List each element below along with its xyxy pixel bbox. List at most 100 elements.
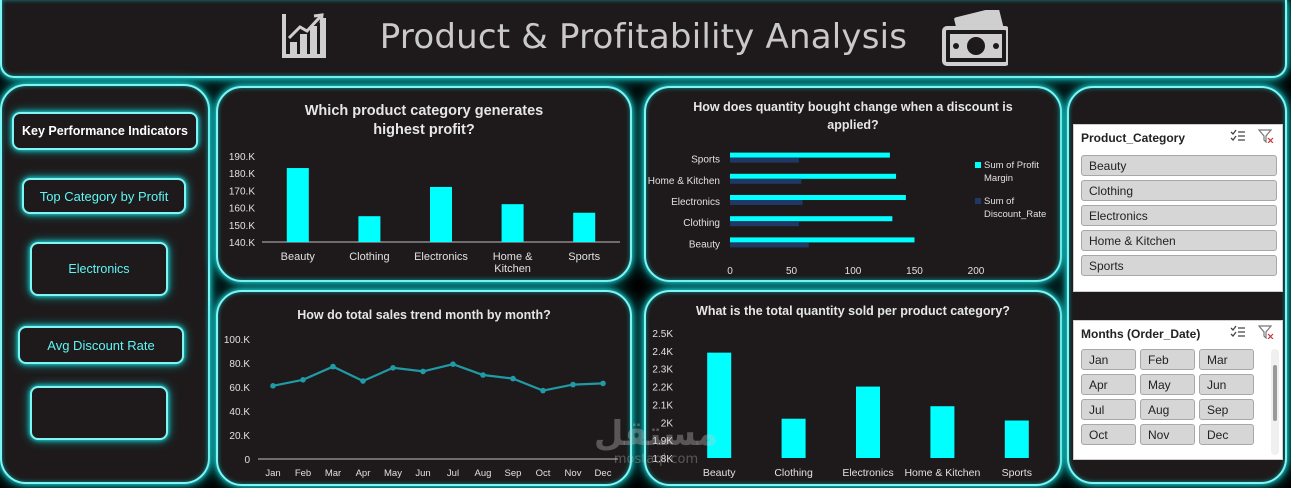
y-tick-label: 180.K xyxy=(229,169,255,180)
x-tick-label: 200 xyxy=(968,266,985,277)
multi-select-icon[interactable] xyxy=(1230,325,1246,344)
bar[interactable] xyxy=(707,352,732,458)
data-point[interactable] xyxy=(420,368,426,375)
y-tick-label: 160.K xyxy=(229,204,255,215)
watermark-text: مستقل xyxy=(593,414,719,454)
slicer-item-feb[interactable]: Feb xyxy=(1140,349,1195,370)
data-point[interactable] xyxy=(450,361,456,367)
slicer-item-oct[interactable]: Oct xyxy=(1081,424,1136,445)
x-tick-label: Electronics xyxy=(842,467,893,479)
slicer-item-aug[interactable]: Aug xyxy=(1140,399,1195,420)
data-point[interactable] xyxy=(330,363,336,370)
bar[interactable] xyxy=(730,178,802,184)
x-tick-label: Mar xyxy=(325,468,341,479)
series-line xyxy=(272,363,604,392)
slicer-item-sep[interactable]: Sep xyxy=(1199,399,1254,420)
y-tick-label: 80.K xyxy=(229,359,250,370)
legend-swatch xyxy=(975,198,981,204)
slicer-item-sports[interactable]: Sports xyxy=(1081,255,1277,276)
x-tick-label: Dec xyxy=(595,468,612,479)
x-tick-label: Beauty xyxy=(281,251,316,263)
bar[interactable] xyxy=(730,237,915,243)
data-point[interactable] xyxy=(270,383,276,389)
y-tick-label: Sports xyxy=(691,155,720,166)
slicer-item-beauty[interactable]: Beauty xyxy=(1081,155,1277,176)
y-tick-label: 170.K xyxy=(229,186,255,197)
y-tick-label: 2.2K xyxy=(652,383,673,394)
bar[interactable] xyxy=(781,418,806,458)
bar[interactable] xyxy=(430,186,452,242)
x-tick-label: Electronics xyxy=(414,251,468,263)
x-tick-label: Aug xyxy=(475,468,492,479)
bar[interactable] xyxy=(730,221,799,227)
data-point[interactable] xyxy=(600,380,606,387)
bar[interactable] xyxy=(730,157,799,163)
bar[interactable] xyxy=(930,406,955,458)
data-point[interactable] xyxy=(390,365,396,371)
y-tick-label: 190.K xyxy=(229,152,255,163)
bar[interactable] xyxy=(501,204,524,242)
kpi-top-category-value: Electronics xyxy=(30,242,168,296)
slicer-item-may[interactable]: May xyxy=(1140,374,1195,395)
bar[interactable] xyxy=(730,173,897,179)
x-tick-label: Clothing xyxy=(349,251,389,263)
slicer-item-electronics[interactable]: Electronics xyxy=(1081,205,1277,226)
data-point[interactable] xyxy=(480,372,486,378)
data-point[interactable] xyxy=(570,381,576,388)
y-tick-label: 2.4K xyxy=(652,347,673,358)
bar[interactable] xyxy=(573,212,596,242)
y-tick-label: 150.K xyxy=(229,221,255,232)
months-scrollbar[interactable] xyxy=(1271,349,1279,455)
quantity-bar-chart: 1.8K 1.9K 2K 2.1K 2.2K 2.3K 2.4K 2.5K Beauty Clot… xyxy=(652,329,1032,479)
watermark-sub: mostaql.com xyxy=(613,452,699,467)
clear-filter-icon[interactable] xyxy=(1257,129,1274,148)
slicer-item-home-kitchen[interactable]: Home & Kitchen xyxy=(1081,230,1277,251)
data-point[interactable] xyxy=(300,377,306,383)
multi-select-icon[interactable] xyxy=(1230,129,1246,148)
y-tick-label: Home & Kitchen xyxy=(648,176,720,187)
data-point[interactable] xyxy=(360,378,366,384)
bar[interactable] xyxy=(730,152,890,158)
slicer-item-dec[interactable]: Dec xyxy=(1199,424,1254,445)
discount-bar-chart: Sports Home & Kitchen Electronics Clothing B… xyxy=(648,152,1046,277)
y-tick-label: Electronics xyxy=(671,197,720,208)
slicer-item-nov[interactable]: Nov xyxy=(1140,424,1195,445)
category-slicer-title: Product_Category xyxy=(1081,131,1186,145)
watermark: مستقل mostaql.com xyxy=(576,416,736,467)
bar[interactable] xyxy=(1004,420,1029,459)
x-tick-label: 50 xyxy=(786,266,798,277)
clear-filter-icon[interactable] xyxy=(1257,325,1274,344)
bar[interactable] xyxy=(358,216,381,242)
bar[interactable] xyxy=(730,195,906,200)
data-point[interactable] xyxy=(510,375,516,382)
slicer-item-mar[interactable]: Mar xyxy=(1199,349,1254,370)
bar[interactable] xyxy=(286,168,309,242)
slicer-item-jul[interactable]: Jul xyxy=(1081,399,1136,420)
bar[interactable] xyxy=(856,386,880,458)
kpi-avg-discount-label: Avg Discount Rate xyxy=(18,326,184,364)
x-tick-label: 100 xyxy=(845,266,862,277)
bar[interactable] xyxy=(730,200,803,205)
x-tick-label: Sep xyxy=(505,468,522,479)
slicer-item-jan[interactable]: Jan xyxy=(1081,349,1136,370)
x-tick-label: 0 xyxy=(727,266,733,277)
profit-chart-panel: Which product category generates highest… xyxy=(216,86,632,282)
kpi-panel: Key Performance Indicators Top Category … xyxy=(0,84,210,484)
y-tick-label: Clothing xyxy=(683,218,720,229)
slicer-item-jun[interactable]: Jun xyxy=(1199,374,1254,395)
kpi-avg-discount-value xyxy=(30,386,168,440)
sales-chart-title: How do total sales trend month by month? xyxy=(297,308,551,322)
months-slicer: Months (Order_Date) Jan Feb Mar Apr May Jun Ju… xyxy=(1073,320,1283,460)
bar[interactable] xyxy=(730,242,809,248)
slicer-item-clothing[interactable]: Clothing xyxy=(1081,180,1277,201)
sales-line-chart: 0 20.K 40.K 60.K 80.K 100.K Jan Feb Mar Apr May Jun… xyxy=(224,335,618,479)
months-scrollbar-thumb[interactable] xyxy=(1273,365,1277,421)
data-point[interactable] xyxy=(540,387,546,394)
x-tick-label: Sports xyxy=(568,251,600,263)
y-tick-label: 100.K xyxy=(224,335,250,346)
bar-chart-icon xyxy=(280,12,328,64)
bar[interactable] xyxy=(730,216,893,222)
x-tick-label: Jul xyxy=(447,468,459,479)
slicer-item-apr[interactable]: Apr xyxy=(1081,374,1136,395)
x-tick-label: Kitchen xyxy=(494,263,531,275)
